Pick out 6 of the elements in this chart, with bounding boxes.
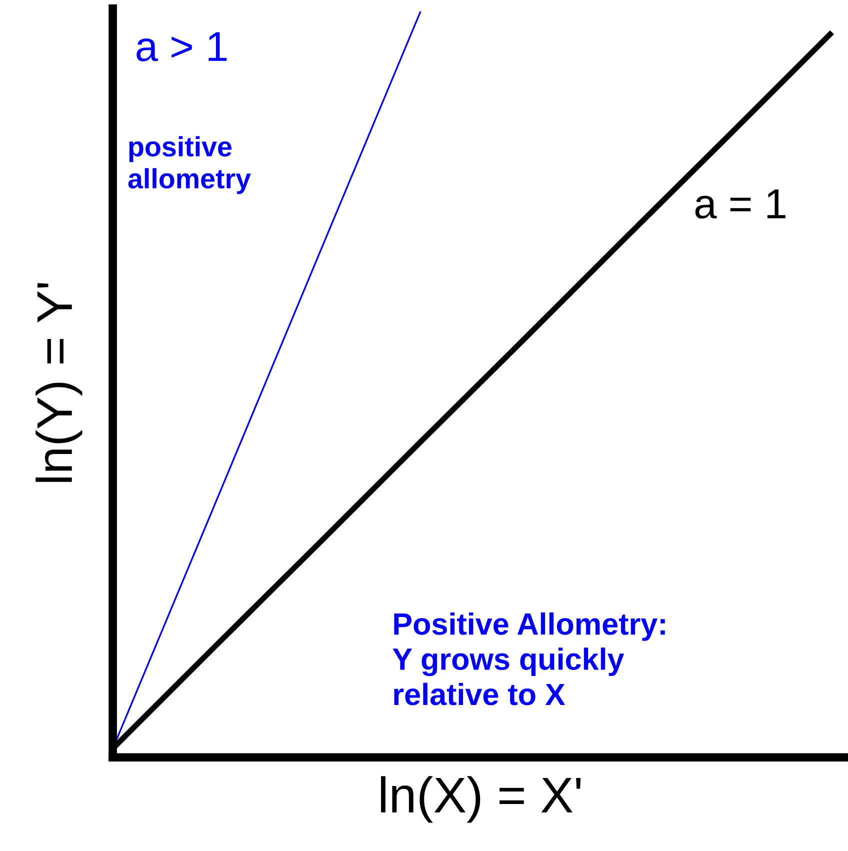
x-axis-title: ln(X) = X' xyxy=(381,776,581,823)
y-axis-title: ln(Y) = Y' xyxy=(36,283,82,482)
annotation: positive allometry xyxy=(128,136,251,194)
annotation: Positive Allometry: Y grows quickly relative to X xyxy=(392,612,665,706)
series-label: a = 1 xyxy=(695,190,786,219)
text: a > 1 xyxy=(136,32,227,62)
